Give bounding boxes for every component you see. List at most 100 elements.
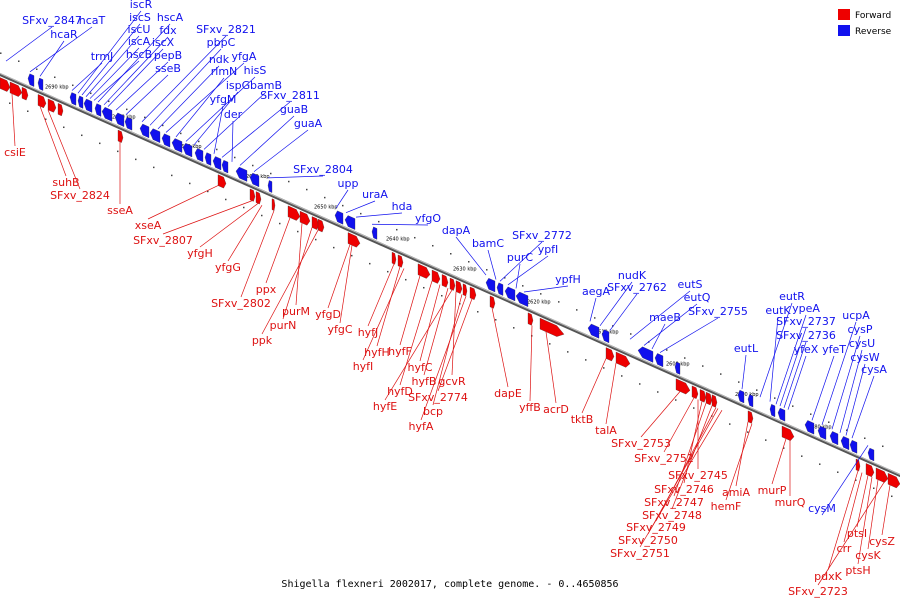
label-leader-line <box>827 470 859 571</box>
grid-dot <box>513 327 515 329</box>
label-leader-line <box>831 335 861 430</box>
reverse-gene-arrow <box>37 77 44 91</box>
grid-dot <box>468 261 470 263</box>
reverse-gene-arrow <box>235 166 248 182</box>
label-leader-line <box>239 115 295 166</box>
grid-dot <box>162 124 164 127</box>
label-leader-line <box>371 223 429 226</box>
forward-gene-arrow <box>711 394 718 408</box>
label-leader-line <box>115 61 169 111</box>
reverse-gene-arrow <box>867 447 875 462</box>
grid-dot <box>558 301 560 303</box>
label-leader-line <box>529 325 533 402</box>
grid-dot <box>819 463 821 465</box>
label-leader-line <box>817 482 885 586</box>
label-leader-line <box>384 289 453 401</box>
grid-dot <box>747 431 749 433</box>
label-leader-line <box>856 475 869 528</box>
gene-label: csiE <box>4 146 26 159</box>
label-leader-line <box>420 296 467 421</box>
label-leader-line <box>295 223 303 306</box>
gene-label: uraA <box>362 188 388 201</box>
grid-dot <box>630 333 632 335</box>
label-leader-line <box>335 189 349 209</box>
label-leader-line <box>659 317 719 353</box>
label-leader-line <box>432 294 463 406</box>
forward-gene-arrow <box>397 254 404 268</box>
label-leader-line <box>199 203 259 248</box>
forward-gene-arrow <box>47 98 57 113</box>
grid-dot <box>54 76 56 79</box>
forward-gene-labels: csiEsuhBSFxv_2824sseAxseASFxv_2807yfgHyf… <box>4 93 895 598</box>
label-leader-line <box>327 244 351 309</box>
gene-label: amiA <box>722 486 751 499</box>
label-leader-line <box>39 40 65 77</box>
forward-gene-arrow <box>705 391 713 406</box>
tick-label: 2630 kbp <box>453 266 477 272</box>
grid-dot <box>108 100 110 103</box>
gene-label: ypfH <box>555 273 581 286</box>
forward-gene-arrow <box>287 205 301 221</box>
gene-label: SFxv_2762 <box>607 281 667 294</box>
label-leader-line <box>39 106 67 177</box>
reverse-gene-arrow <box>77 95 84 109</box>
grid-dot <box>603 367 605 369</box>
grid-dot <box>297 230 299 233</box>
grid-dot <box>873 487 875 490</box>
forward-gene-arrow <box>615 351 631 368</box>
label-leader-line <box>845 363 866 436</box>
forward-gene-arrow <box>605 347 615 362</box>
label-leader-line <box>779 327 807 407</box>
forward-gene-arrow <box>887 472 900 489</box>
gene-label: yfgO <box>415 212 441 225</box>
forward-gene-arrow <box>539 317 565 337</box>
grid-dot <box>594 317 596 319</box>
grid-dot <box>450 253 452 255</box>
tick-label: 2650 kbp <box>314 204 338 210</box>
label-leader-line <box>175 77 225 138</box>
gene-label: yfeT <box>822 343 846 356</box>
label-leader-line <box>787 355 807 410</box>
forward-gene-arrow <box>317 218 325 233</box>
label-leader-line <box>221 101 291 158</box>
grid-dot <box>324 196 326 199</box>
reverse-gene-arrow <box>204 152 212 166</box>
gene-label: iscS <box>129 11 151 24</box>
grid-dot <box>441 294 443 297</box>
label-leader-line <box>47 109 81 190</box>
forward-gene-arrow <box>391 251 397 265</box>
grid-dot <box>135 158 137 161</box>
grid-dot <box>333 246 335 249</box>
grid-dot <box>45 118 47 121</box>
forward-gene-arrow <box>431 269 441 284</box>
grid-dot <box>189 182 191 185</box>
gene-label: ptsI <box>847 527 867 540</box>
reverse-gene-arrow <box>654 353 664 368</box>
reverse-gene-arrow <box>94 103 102 117</box>
grid-dot <box>414 236 416 239</box>
gene-label: ndk <box>209 53 230 66</box>
gene-label: iscR <box>130 0 153 11</box>
label-leader-line <box>185 76 256 142</box>
label-leader-line <box>775 314 807 405</box>
label-leader-line <box>93 60 140 101</box>
grid-dot <box>423 286 425 289</box>
reverse-gene-arrow <box>840 436 850 451</box>
reverse-gene-arrow <box>747 394 754 408</box>
forward-gene-arrow <box>255 191 262 205</box>
gene-label: eutK <box>765 304 791 317</box>
gene-label: ypfI <box>538 243 559 256</box>
label-leader-line <box>147 185 219 220</box>
label-leader-line <box>162 200 253 235</box>
gene-label: SFxv_2736 <box>776 329 836 342</box>
grid-dot <box>378 220 380 223</box>
grid-dot <box>783 447 785 449</box>
grid-dot <box>351 254 353 257</box>
grid-dot <box>396 228 398 231</box>
gene-label: fdx <box>159 24 177 37</box>
gene-label: cysK <box>855 549 881 562</box>
forward-gene-arrow <box>449 277 456 291</box>
grid-dot <box>117 150 119 153</box>
forward-gene-arrow <box>489 295 496 309</box>
label-leader-line <box>451 291 457 376</box>
